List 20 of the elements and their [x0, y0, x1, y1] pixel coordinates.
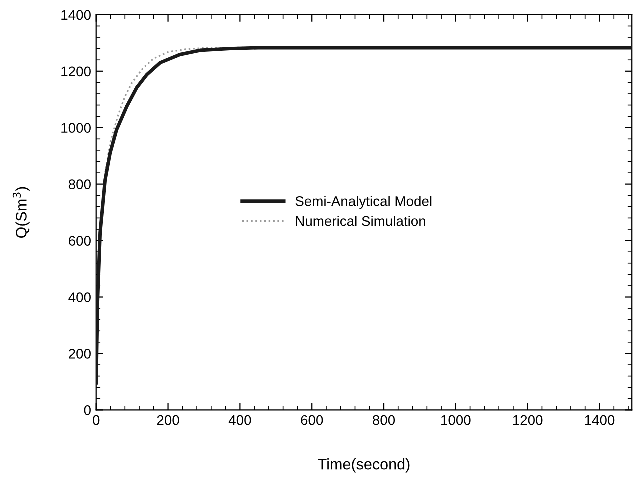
y-tick-label: 400 [68, 292, 91, 302]
x-tick-label: 600 [301, 415, 324, 426]
y-tick-label: 1000 [62, 123, 91, 134]
y-axis-title: Q(Sm$^{3}$) [12, 187, 30, 238]
x-tick-label: 0 [93, 415, 100, 426]
x-tick-label: 1200 [513, 415, 543, 426]
legend-label: Semi-Analytical Model [296, 196, 432, 210]
x-tick-label: 400 [228, 415, 252, 426]
y-tick-label: 0 [84, 406, 91, 416]
y-tick-label: 1400 [62, 10, 91, 20]
y-tick-label: 200 [69, 349, 91, 359]
y-tick-label: 1200 [62, 66, 91, 77]
y-tick-label: 600 [69, 236, 91, 246]
x-axis-title: Time(second) [318, 458, 410, 473]
x-tick-label: 1000 [442, 415, 471, 426]
x-tick-label: 1400 [585, 415, 615, 426]
y-tick-label: 800 [68, 180, 91, 190]
x-tick-label: 800 [373, 415, 396, 426]
x-tick-label: 200 [157, 415, 180, 426]
legend-label: Numerical Simulation [296, 216, 426, 226]
